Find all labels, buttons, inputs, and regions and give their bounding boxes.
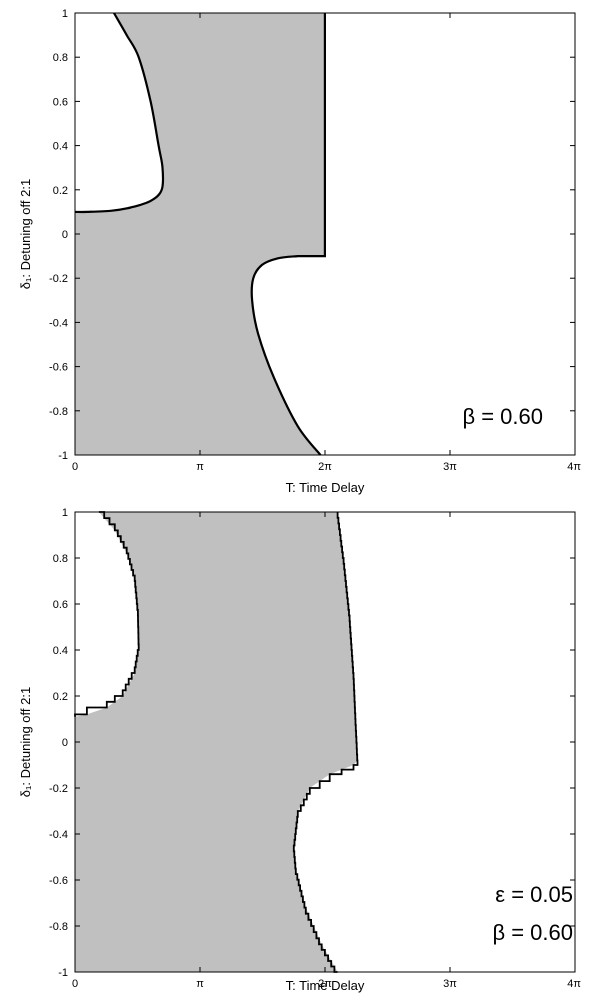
y-tick-label: -0.6 xyxy=(49,362,68,374)
ticks: -1 -0.8 -0.6 -0.4 -0.2 0 0.2 0.4 0.6 0.8 1 0 π 2π 3π 4π xyxy=(49,8,581,473)
y-tick-label: -1 xyxy=(58,450,68,462)
x-tick-label: π xyxy=(196,978,204,990)
x-axis-label: T: Time Delay xyxy=(286,978,365,993)
y-tick-label: -0.2 xyxy=(49,273,68,285)
y-tick-label: -0.8 xyxy=(49,406,68,418)
y-axis-label: δ₁: Detuning off 2:1 xyxy=(18,687,33,797)
stable-region xyxy=(75,13,325,455)
stability-boundary-curve xyxy=(74,12,326,456)
stable-region xyxy=(75,512,358,972)
stability-boundary-staircase xyxy=(74,511,359,973)
beta-annotation: β = 0.60 xyxy=(492,920,573,945)
y-tick-label: 0.6 xyxy=(53,599,68,611)
x-tick-label: 2π xyxy=(318,461,332,473)
x-tick-label: 3π xyxy=(443,978,457,990)
y-tick-label: -0.4 xyxy=(49,829,68,841)
x-tick-label: 4π xyxy=(567,978,581,990)
y-tick-label: 0.6 xyxy=(53,96,68,108)
top-panel: -1 -0.8 -0.6 -0.4 -0.2 0 0.2 0.4 0.6 0.8 1 0 π 2π 3π 4π… xyxy=(18,8,581,495)
y-tick-label: 0 xyxy=(62,737,68,749)
plot-frame xyxy=(74,12,576,456)
y-tick-label: 0.4 xyxy=(53,645,68,657)
y-tick-label: -0.8 xyxy=(49,921,68,933)
x-tick-label: 4π xyxy=(567,461,581,473)
y-tick-label: -0.6 xyxy=(49,875,68,887)
bottom-panel: -1 -0.8 -0.6 -0.4 -0.2 0 0.2 0.4 0.6 0.8 1 0 π 2π 3π 4π… xyxy=(18,507,581,993)
y-axis-label: δ₁: Detuning off 2:1 xyxy=(18,179,33,289)
ticks: -1 -0.8 -0.6 -0.4 -0.2 0 0.2 0.4 0.6 0.8 1 0 π 2π 3π 4π xyxy=(49,507,581,990)
y-tick-label: 0.4 xyxy=(53,141,68,153)
x-tick-label: 0 xyxy=(72,978,78,990)
y-tick-label: 0.8 xyxy=(53,52,68,64)
x-tick-label: 3π xyxy=(443,461,457,473)
x-axis-label: T: Time Delay xyxy=(286,480,365,495)
y-tick-label: -0.4 xyxy=(49,317,68,329)
y-tick-label: 1 xyxy=(62,8,68,20)
y-tick-label: 0.8 xyxy=(53,553,68,565)
y-tick-label: 1 xyxy=(62,507,68,519)
y-tick-label: 0 xyxy=(62,229,68,241)
y-tick-label: -1 xyxy=(58,967,68,979)
x-tick-label: π xyxy=(196,461,204,473)
y-tick-label: 0.2 xyxy=(53,185,68,197)
x-tick-label: 0 xyxy=(72,461,78,473)
plot-frame xyxy=(74,511,576,973)
x-tick-label: 2π xyxy=(318,978,332,990)
beta-annotation: β = 0.60 xyxy=(462,404,543,429)
epsilon-annotation: ε = 0.05 xyxy=(495,882,573,907)
y-tick-label: 0.2 xyxy=(53,691,68,703)
y-tick-label: -0.2 xyxy=(49,783,68,795)
